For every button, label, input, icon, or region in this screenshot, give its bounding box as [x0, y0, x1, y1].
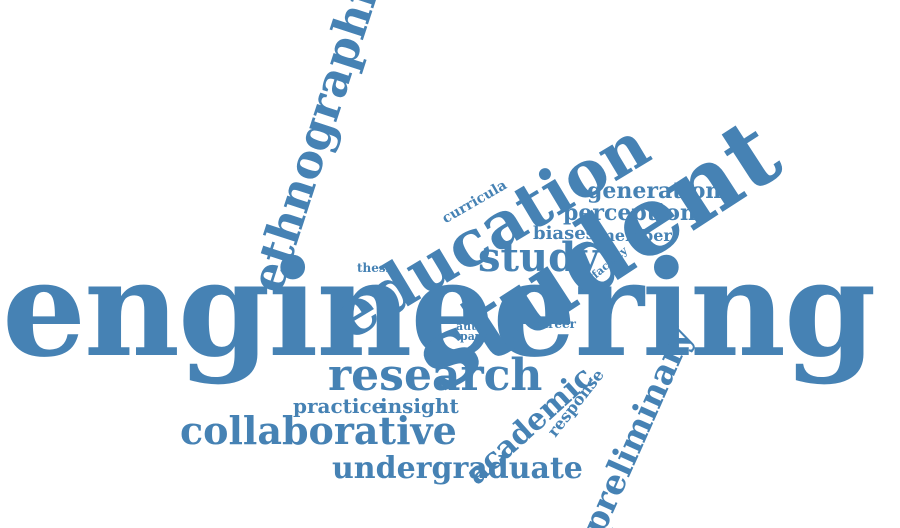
word-member: member [598, 226, 672, 245]
word-undergraduate: undergraduate [332, 451, 583, 486]
word-study: study [478, 234, 600, 281]
word-career: career [533, 317, 576, 331]
word-research: research [328, 350, 543, 401]
word-engineering: engineering [2, 232, 876, 387]
word-thesis: thesis [357, 261, 397, 275]
word-insight: insight [380, 394, 459, 418]
word-practice: practice [293, 394, 385, 418]
word-auto: auto [456, 320, 484, 333]
word-generation: generation [587, 178, 722, 204]
word-perception: perception [563, 200, 696, 226]
word-paper: paper [460, 330, 496, 343]
word-collaborative: collaborative [180, 408, 457, 453]
word-biases: biases [533, 223, 596, 244]
